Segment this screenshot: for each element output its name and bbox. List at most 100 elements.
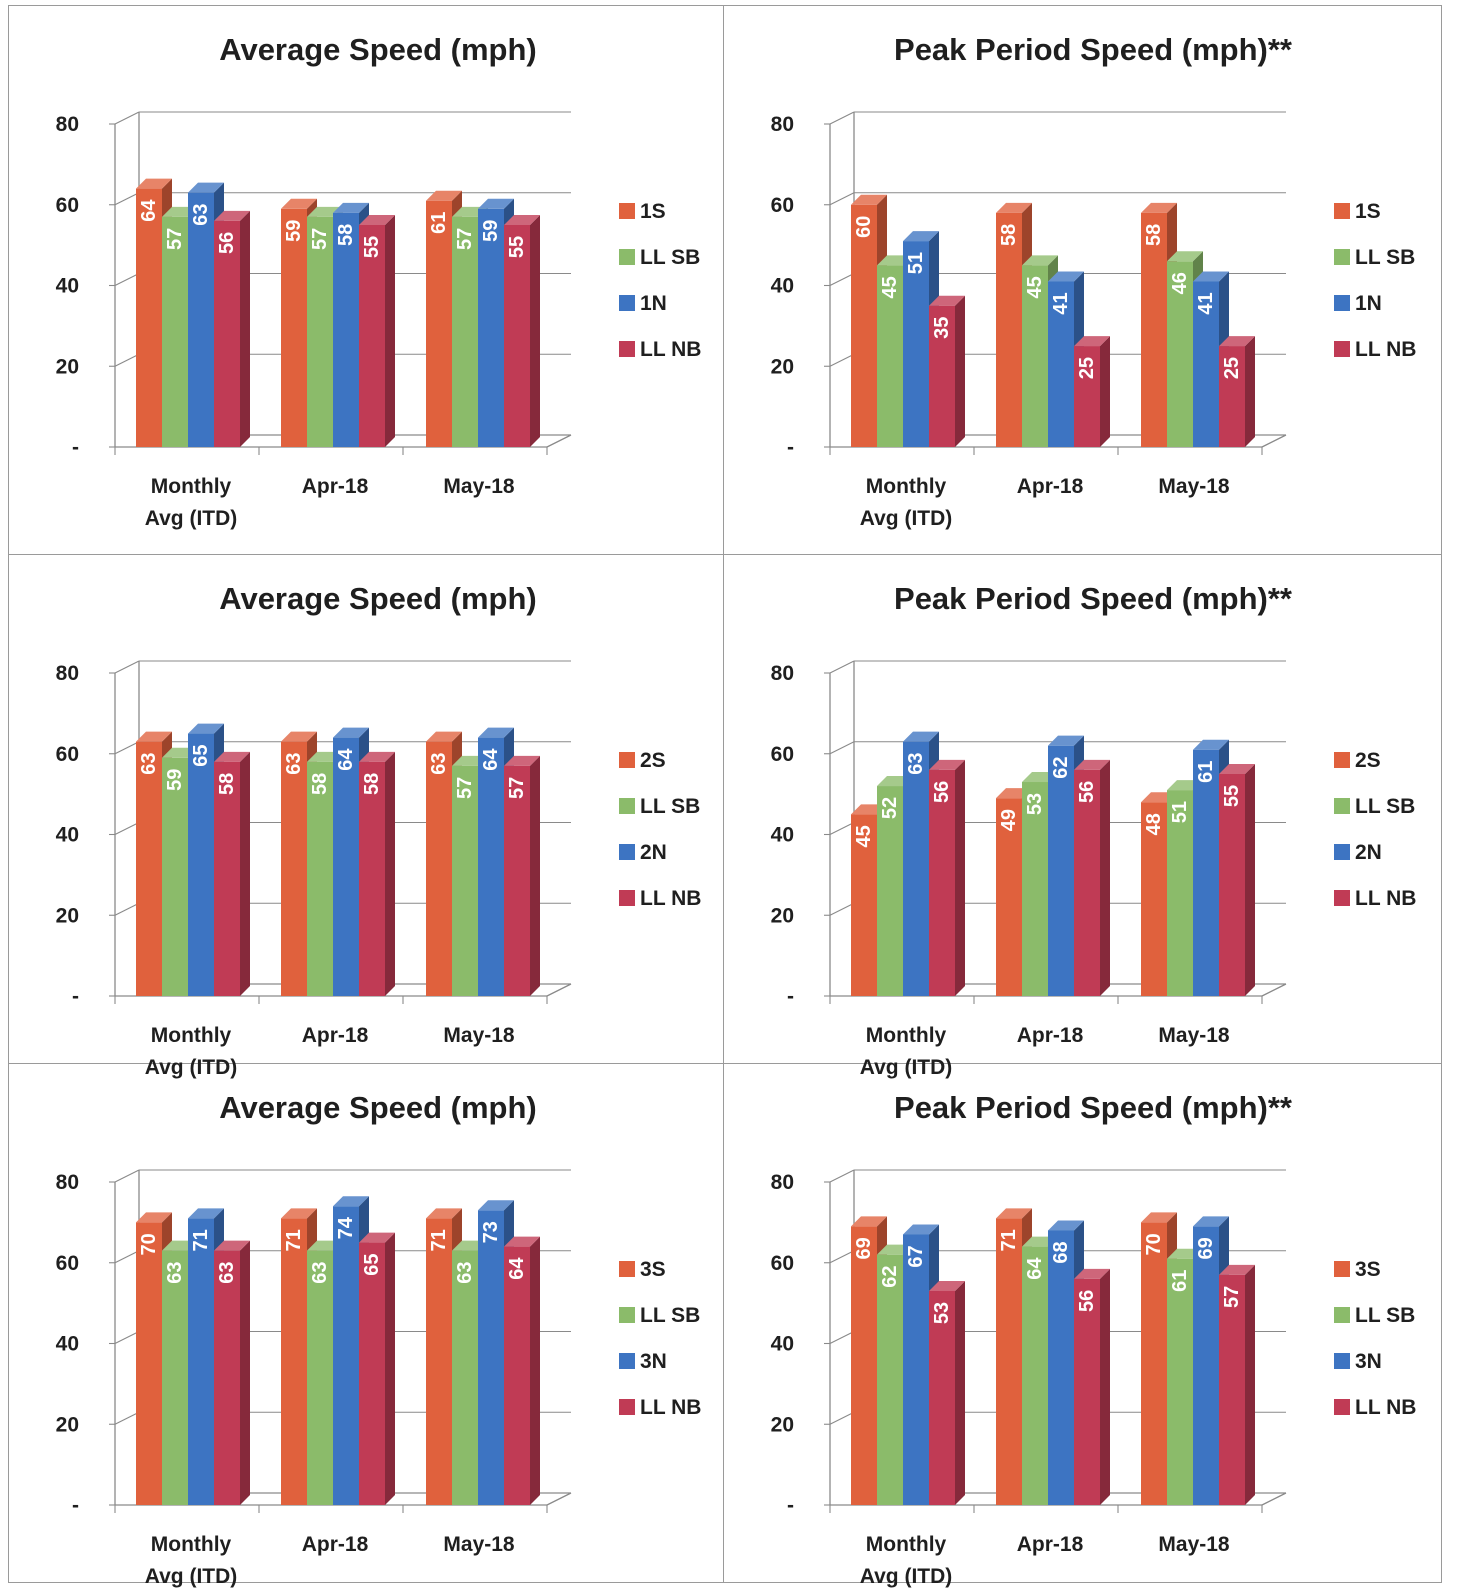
bar-top <box>851 194 887 205</box>
bar-ll-nb <box>504 1236 540 1505</box>
gridline-diagonal <box>114 1169 140 1183</box>
bar-front <box>359 761 385 996</box>
y-tick-label: 60 <box>56 743 79 766</box>
bar-top <box>426 190 462 201</box>
x-category-label: Avg (ITD) <box>145 507 238 530</box>
legend-label: LL SB <box>1355 795 1415 818</box>
y-tick-label: 80 <box>771 1171 794 1194</box>
bar-value-label: 63 <box>216 1262 238 1284</box>
bar-front <box>359 1242 385 1505</box>
bar-top <box>359 751 395 762</box>
x-category-label: Monthly <box>866 1024 947 1047</box>
bar-front <box>1022 265 1048 447</box>
legend-label: LL SB <box>1355 1304 1415 1327</box>
bar-front <box>1074 1278 1100 1505</box>
bar-side <box>955 1281 965 1505</box>
bar-top <box>188 723 224 734</box>
bar-top <box>1048 1220 1084 1231</box>
bar-ll-nb <box>359 751 395 996</box>
legend-label: LL NB <box>1355 338 1416 361</box>
x-category-label: May-18 <box>1158 1533 1230 1556</box>
floor-side-edge <box>1261 434 1287 448</box>
bar-front <box>1141 802 1167 996</box>
bar-value-label: 55 <box>1221 785 1243 807</box>
y-tick-label: 40 <box>771 275 794 298</box>
x-category-label: Apr-18 <box>302 1533 369 1556</box>
bar-front <box>214 220 240 447</box>
bar-value-label: 63 <box>138 753 160 775</box>
bar-front <box>1219 346 1245 447</box>
gridline-diagonal <box>114 273 140 286</box>
gridline-diagonal <box>829 902 855 916</box>
chart-grid-frame <box>8 5 1442 1583</box>
y-tick-label: 20 <box>771 355 794 378</box>
bar-value-label: 62 <box>1050 757 1072 779</box>
bar-front <box>307 216 333 447</box>
bar-top <box>426 1208 462 1219</box>
bar-front <box>1167 261 1193 447</box>
bar-top <box>1167 251 1203 262</box>
bar-value-label: 56 <box>216 232 238 254</box>
legend-label: 3N <box>1355 1350 1382 1373</box>
gridline-diagonal <box>114 353 140 367</box>
bar-front <box>1048 1230 1074 1505</box>
peak-speed-chart-3: Peak Period Speed (mph)** - 20 40 60 80 Monthl… <box>771 1090 1417 1588</box>
bar-front <box>877 1254 903 1505</box>
gridline-diagonal <box>829 111 855 125</box>
average-speed-chart-1: Average Speed (mph) - 20 40 60 80 Monthly Avg (… <box>56 32 702 530</box>
bar-value-label: 68 <box>1050 1241 1072 1263</box>
bar-front <box>1048 281 1074 447</box>
gridline-diagonal <box>114 1411 140 1425</box>
bar-front <box>136 741 162 996</box>
grid-divider-horizontal-2 <box>8 1063 1442 1064</box>
bar-value-label: 69 <box>1195 1237 1217 1259</box>
legend-label: LL SB <box>640 795 700 818</box>
bar-top <box>359 214 395 225</box>
bar-front <box>333 212 359 447</box>
bar-front <box>478 208 504 447</box>
bar-value-label: 41 <box>1050 292 1072 314</box>
legend-swatch <box>1334 844 1350 860</box>
bar-top <box>281 198 317 209</box>
x-category-label: May-18 <box>443 475 515 498</box>
legend-label: LL NB <box>640 1396 701 1419</box>
gridline-diagonal <box>114 822 140 835</box>
y-tick-label: 80 <box>56 113 79 136</box>
gridline-diagonal <box>829 822 855 835</box>
bar-value-label: 48 <box>1143 813 1165 835</box>
y-tick-label: - <box>787 1494 794 1517</box>
legend-label: LL NB <box>1355 1396 1416 1419</box>
bar-top <box>1074 336 1110 347</box>
legend-swatch <box>1334 341 1350 357</box>
bar-top <box>136 731 172 742</box>
bar-front <box>996 212 1022 447</box>
legend-swatch <box>619 1399 635 1415</box>
chart-panel-speed-3: Average Speed (mph) - 20 40 60 80 Monthly Avg (… <box>8 1063 723 1588</box>
bar-front <box>307 761 333 996</box>
legend-swatch <box>1334 1399 1350 1415</box>
bar-value-label: 67 <box>905 1245 927 1267</box>
bar-value-label: 71 <box>190 1229 212 1251</box>
bar-front <box>478 737 504 996</box>
bar-front <box>452 216 478 447</box>
bar-front <box>188 733 214 996</box>
x-category-label: Apr-18 <box>1017 1024 1084 1047</box>
bar-side <box>240 751 250 996</box>
bar-value-label: 61 <box>1195 761 1217 783</box>
bar-front <box>504 224 530 447</box>
legend-swatch <box>619 1307 635 1323</box>
x-category-label: Monthly <box>151 1533 232 1556</box>
bar-front <box>162 1250 188 1505</box>
y-tick-label: 80 <box>771 662 794 685</box>
bar-top <box>478 198 514 209</box>
bar-side <box>385 214 395 447</box>
bar-value-label: 57 <box>164 228 186 250</box>
bar-top <box>214 210 250 221</box>
bar-value-label: 63 <box>283 753 305 775</box>
legend-label: 2S <box>1355 749 1381 772</box>
bar-ll-nb <box>504 214 540 447</box>
bar-ll-nb <box>929 759 965 996</box>
bar-ll-nb <box>1219 336 1255 447</box>
chart-title: Peak Period Speed (mph)** <box>894 581 1293 616</box>
bar-top <box>1048 735 1084 746</box>
